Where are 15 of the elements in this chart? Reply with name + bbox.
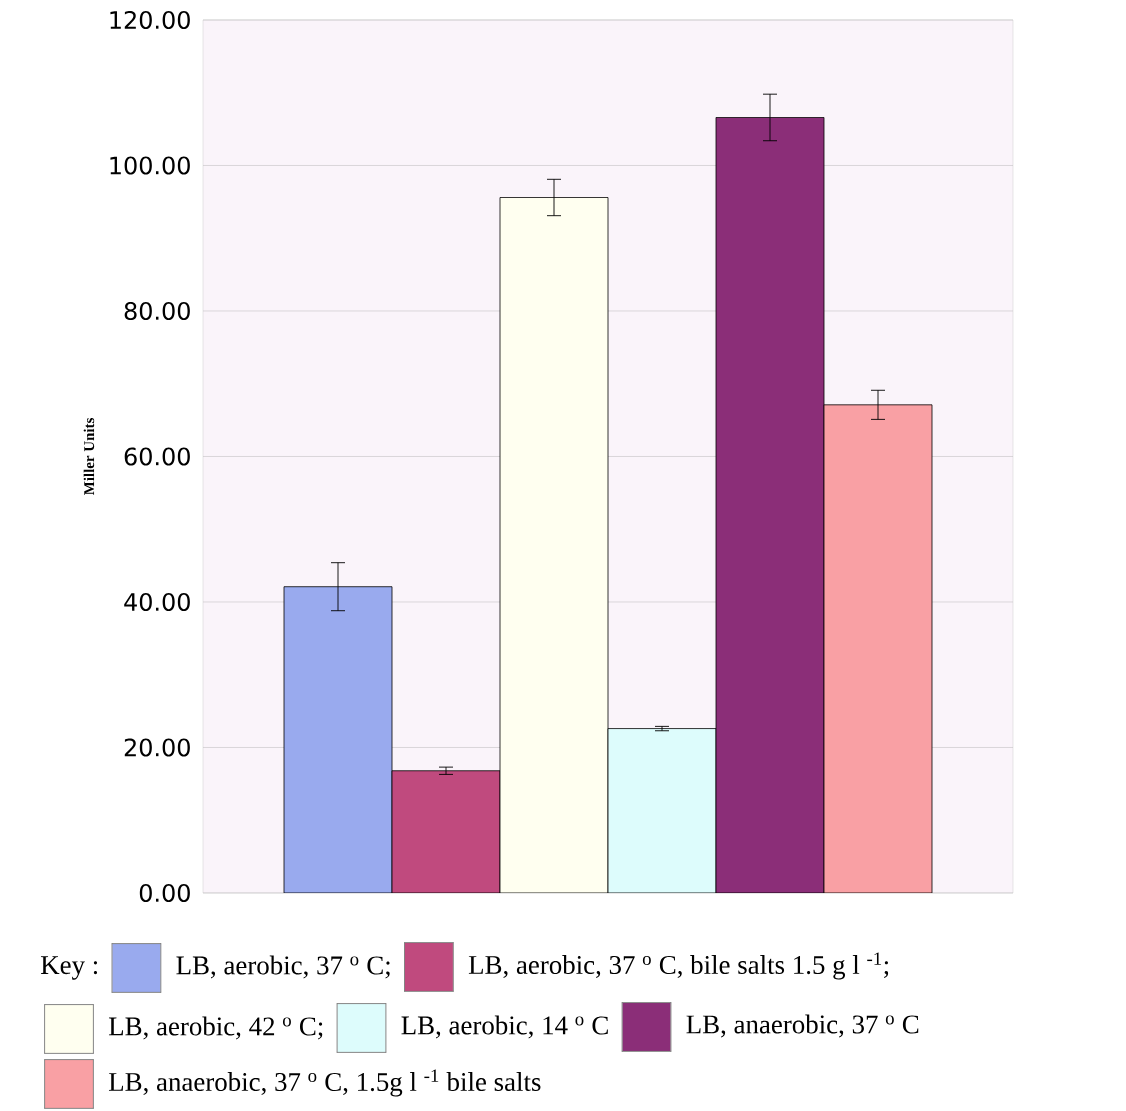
legend-title: Key :: [40, 956, 98, 980]
y-tick-label: 100.00: [110, 156, 190, 175]
y-tick-label: 120.00: [110, 10, 190, 30]
legend-label: LB, anaerobic, 37 $^{o}$ C, 1.5g l $^{-1}$ bile salts: [108, 1069, 541, 1097]
y-tick-label: 40.00: [124, 592, 190, 612]
legend-label: LB, aerobic, 14 $^{o}$ C: [401, 1015, 608, 1039]
legend-label: LB, anaerobic, 37 $^{o}$ C: [686, 1014, 919, 1038]
y-tick-label: 20.00: [124, 738, 190, 757]
y-axis-title: Miller Units: [83, 418, 95, 496]
legend-label: LB, aerobic, 37 $^{o}$ C, bile salts 1.5 g l $^{-1}$;: [468, 952, 889, 980]
legend-label: LB, aerobic, 37 $^{o}$ C;: [176, 955, 390, 979]
y-tick-label: 80.00: [124, 301, 190, 321]
y-tick-label: 60.00: [124, 447, 190, 466]
legend-label: LB, aerobic, 42 $^{o}$ C;: [108, 1016, 323, 1040]
y-tick-label: 0.00: [139, 883, 190, 903]
